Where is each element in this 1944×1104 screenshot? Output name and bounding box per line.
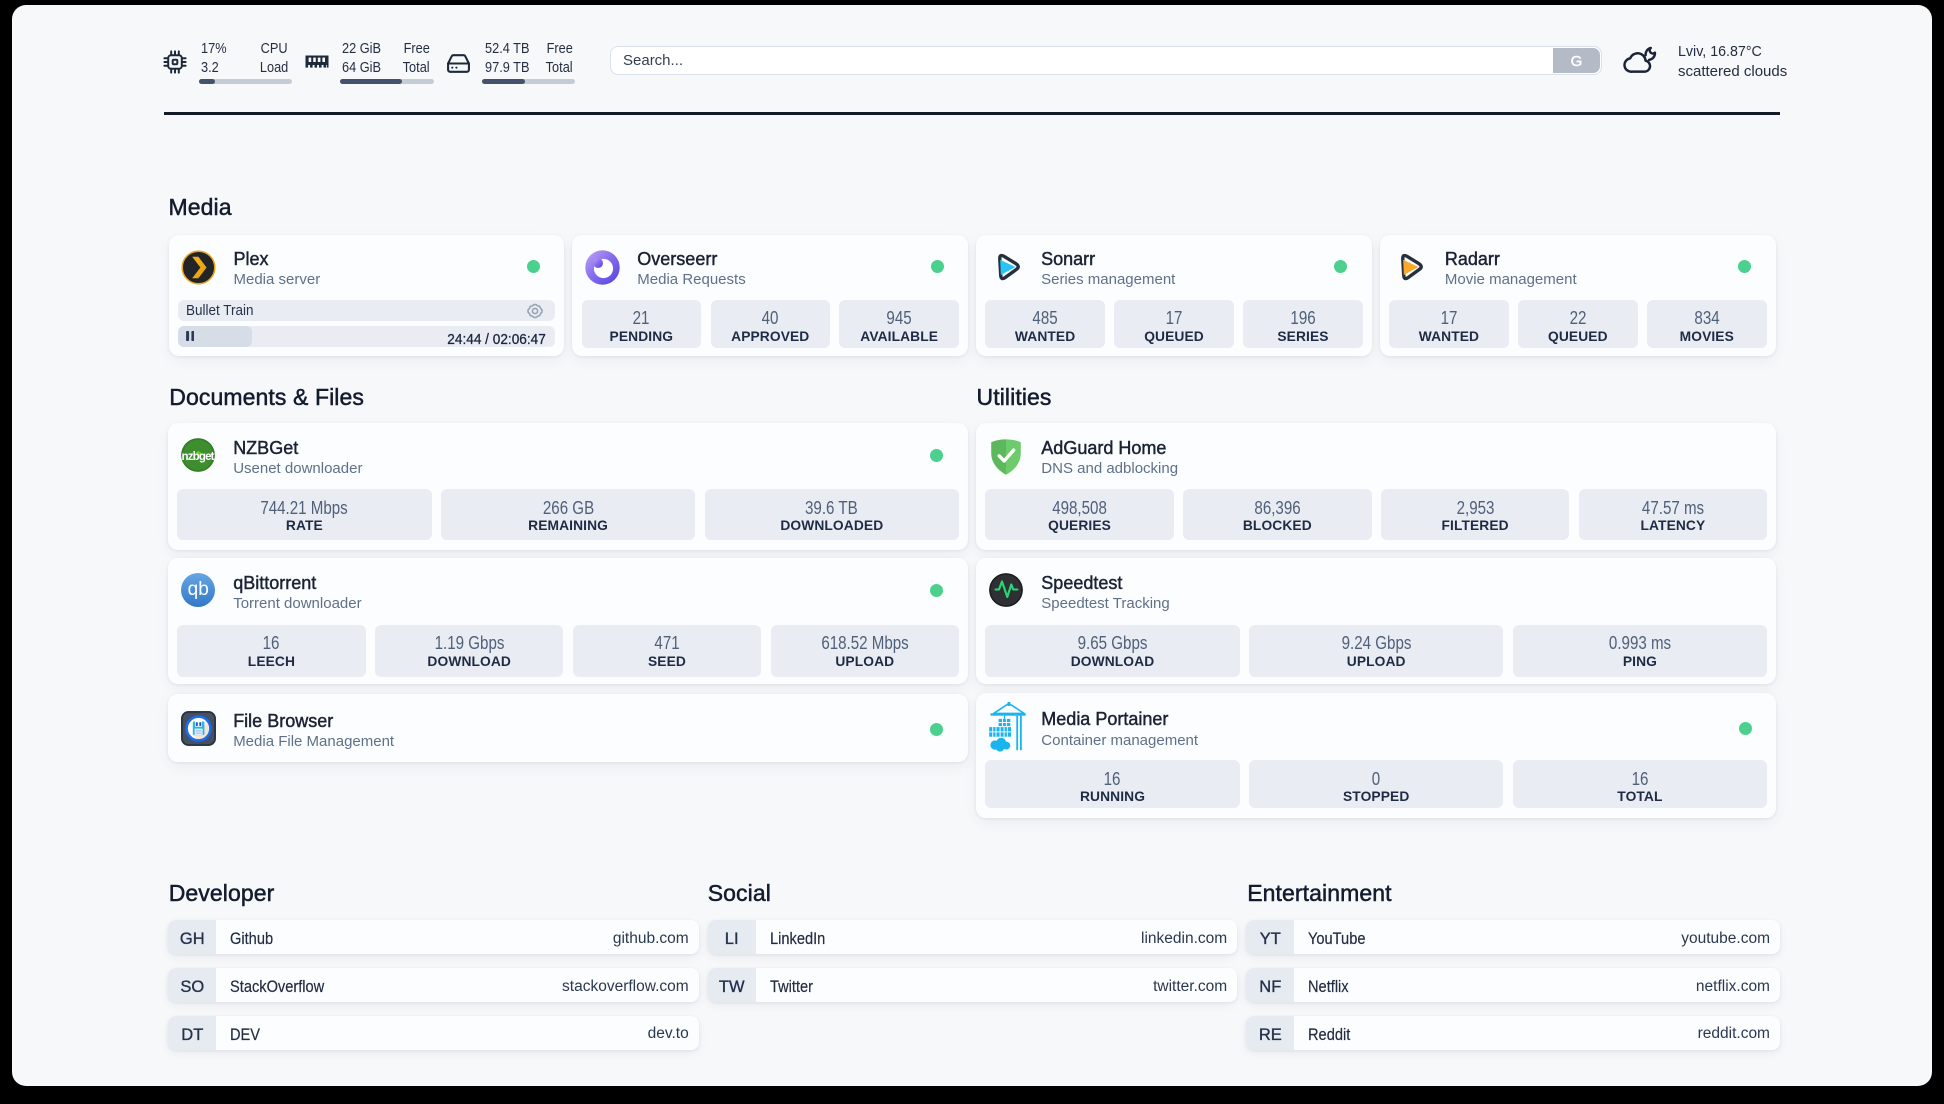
svg-text:nzbget: nzbget — [181, 451, 214, 463]
svg-text:qb: qb — [187, 579, 208, 600]
